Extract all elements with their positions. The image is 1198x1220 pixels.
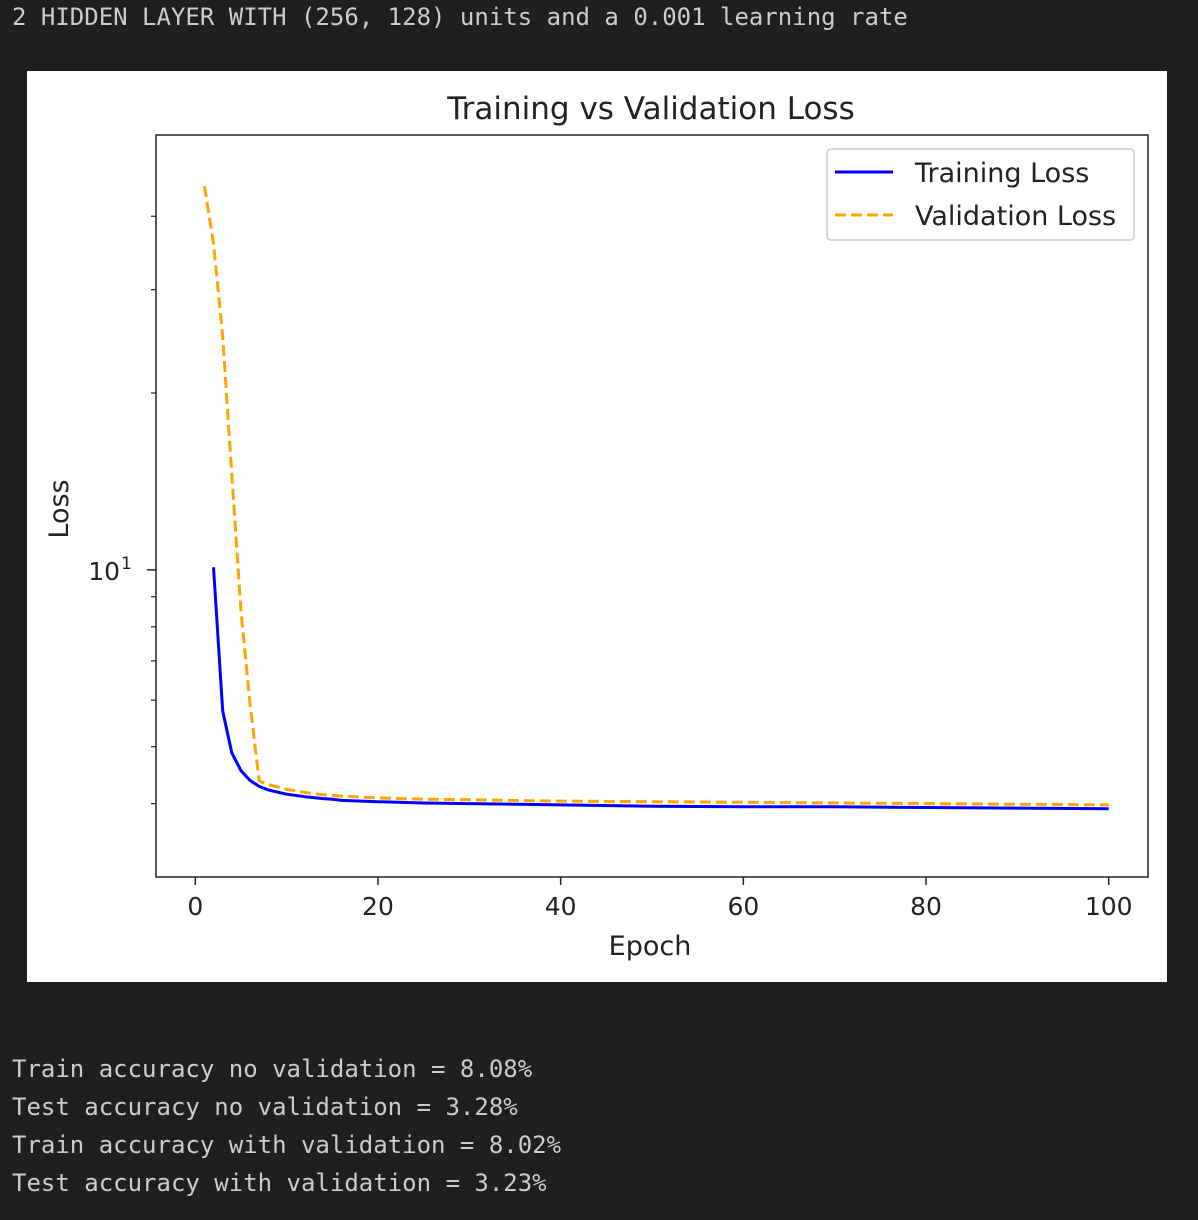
train-accuracy-no-validation: Train accuracy no validation = 8.08% — [12, 1055, 533, 1083]
y-tick-label: 10 — [88, 557, 120, 586]
x-tick-label: 60 — [727, 892, 759, 921]
loss-chart-figure: Training vs Validation Loss 0 20 40 60 80 100… — [27, 71, 1167, 982]
axes-frame — [155, 134, 1149, 878]
x-axis-label: Epoch — [609, 931, 692, 962]
chart-title: Training vs Validation Loss — [446, 91, 854, 127]
train-accuracy-with-validation: Train accuracy with validation = 8.02% — [12, 1131, 562, 1159]
x-tick-label: 40 — [545, 892, 577, 921]
x-tick-label: 100 — [1085, 892, 1133, 921]
test-accuracy-no-validation: Test accuracy no validation = 3.28% — [12, 1093, 518, 1121]
x-tick-label: 20 — [362, 892, 394, 921]
y-axis-label: Loss — [44, 479, 75, 538]
cell-output-header: 2 HIDDEN LAYER WITH (256, 128) units and… — [12, 3, 908, 31]
y-tick-label-exponent: 1 — [121, 554, 132, 574]
training-loss-line — [212, 567, 1109, 811]
legend-validation-loss-label: Validation Loss — [915, 201, 1116, 232]
x-tick-label: 0 — [187, 892, 203, 921]
loss-chart: Training vs Validation Loss 0 20 40 60 80 100… — [44, 91, 1149, 962]
chart-legend: Training Loss Validation Loss — [826, 148, 1135, 241]
legend-box — [826, 148, 1135, 241]
accuracy-results: Train accuracy no validation = 8.08% Tes… — [12, 1050, 561, 1202]
legend-training-loss-label: Training Loss — [914, 158, 1089, 189]
x-tick-label: 80 — [910, 892, 942, 921]
axis-ticks: 0 20 40 60 80 100 10 1 — [88, 215, 1133, 921]
validation-loss-line — [202, 185, 1109, 807]
test-accuracy-with-validation: Test accuracy with validation = 3.23% — [12, 1169, 547, 1197]
plot-series-layer — [202, 185, 1109, 811]
